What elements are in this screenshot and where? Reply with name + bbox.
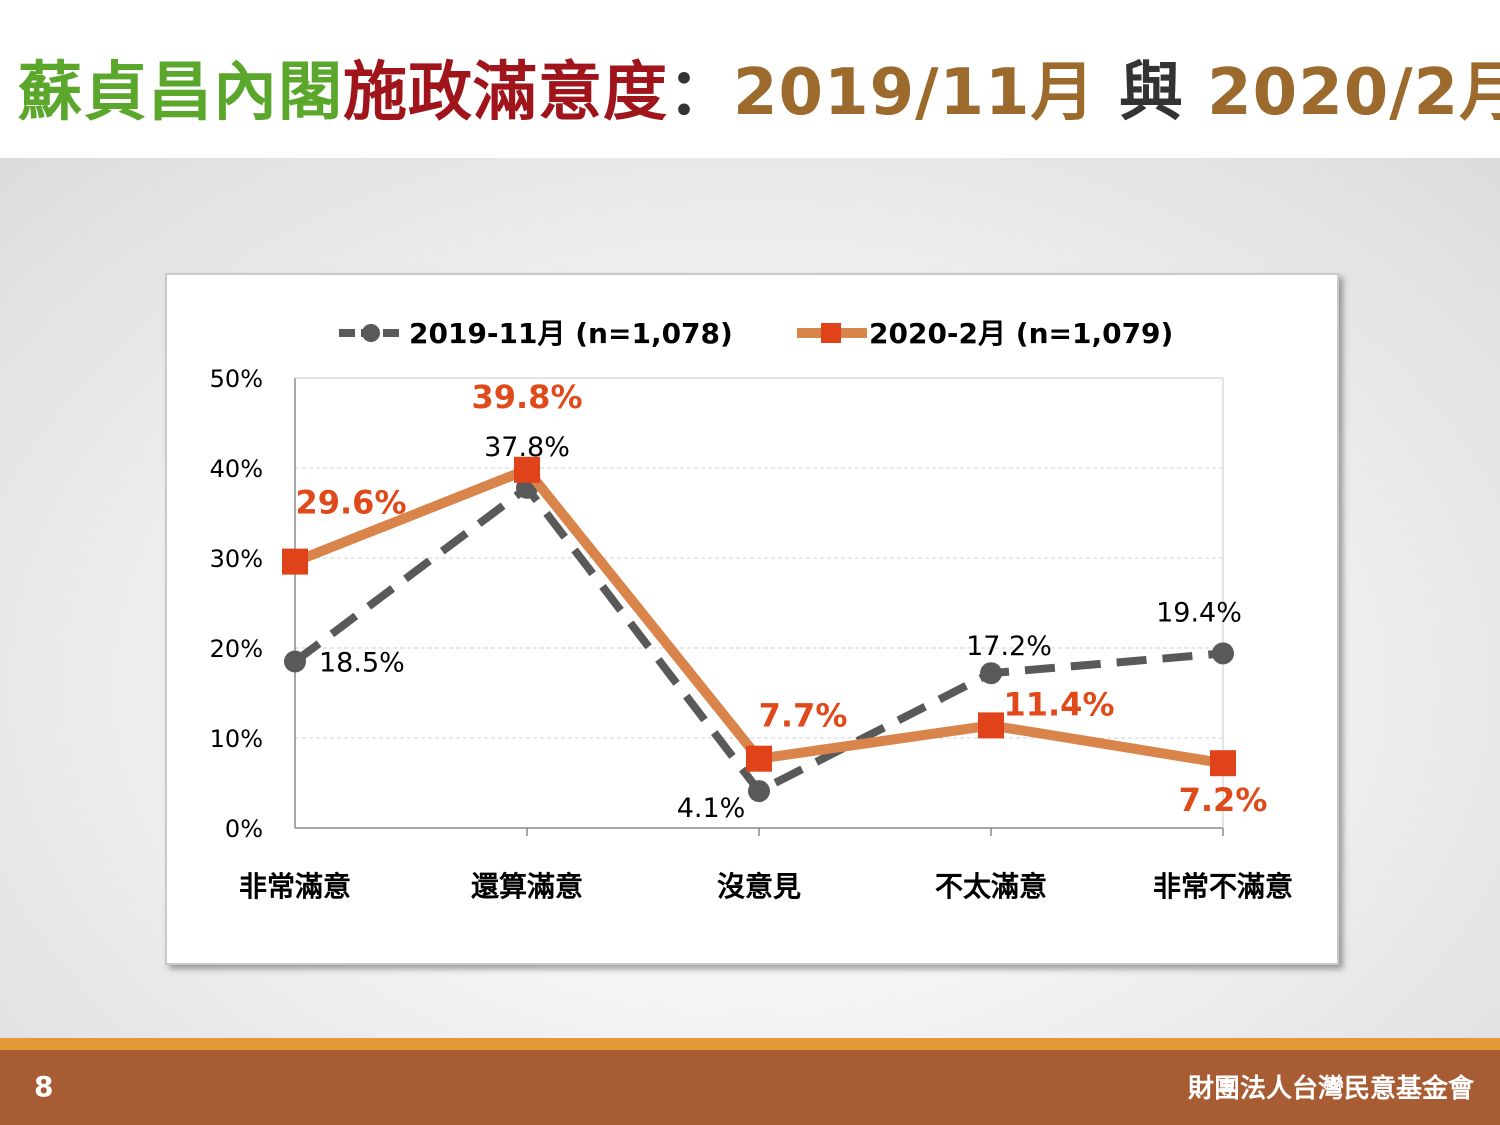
series-2019-point bbox=[748, 780, 770, 803]
title-satisfaction: 施政滿意度 bbox=[343, 56, 668, 130]
series-2019-line bbox=[292, 483, 1224, 796]
x-category-label: 還算滿意 bbox=[471, 870, 583, 903]
page-number: 8 bbox=[34, 1070, 54, 1103]
y-tick-label: 20% bbox=[210, 635, 263, 663]
title-date-2: 2020/2月 bbox=[1207, 56, 1500, 130]
series-2020-point bbox=[282, 548, 308, 575]
y-tick-label: 40% bbox=[210, 455, 263, 483]
title-and: 與 bbox=[1095, 56, 1208, 130]
series-2020-data-label: 7.2% bbox=[1179, 781, 1268, 819]
data-label-layer: 18.5% 37.8% 4.1% 17.2% 19.4% 29.6% 39.8% 7.7% 11… bbox=[295, 378, 1267, 824]
y-tick-label: 0% bbox=[225, 815, 263, 843]
line-chart: 0% 10% 20% 30% 40% 50% 非常滿意 還算滿意 沒意見 不太滿意 非常不滿意 20… bbox=[210, 317, 1293, 903]
series-2020-data-label: 7.7% bbox=[759, 697, 848, 735]
x-category-label: 沒意見 bbox=[717, 870, 801, 903]
series-2019-data-label: 4.1% bbox=[677, 793, 746, 824]
y-tick-label: 10% bbox=[210, 725, 263, 753]
series-layer bbox=[282, 456, 1236, 803]
y-tick-label: 30% bbox=[210, 545, 263, 573]
axis-layer: 0% 10% 20% 30% 40% 50% 非常滿意 還算滿意 沒意見 不太滿意 非常不滿意 bbox=[210, 365, 1293, 903]
series-2020-point bbox=[1210, 750, 1236, 777]
series-2020-data-label: 29.6% bbox=[295, 484, 406, 522]
title-date-1: 2019/11月 bbox=[733, 56, 1096, 130]
grid-layer bbox=[295, 377, 1223, 739]
series-2020-data-label: 39.8% bbox=[471, 378, 582, 416]
series-2019-data-label: 17.2% bbox=[966, 631, 1052, 662]
title-cabinet: 蘇貞昌內閣 bbox=[18, 56, 343, 130]
legend-2019-marker bbox=[362, 324, 380, 342]
series-2020-point bbox=[746, 745, 772, 772]
x-category-label: 非常滿意 bbox=[239, 870, 351, 903]
series-2020-data-label: 11.4% bbox=[1003, 685, 1114, 723]
legend-2019-label: 2019-11月 (n=1,078) bbox=[409, 317, 733, 350]
series-2019-data-label: 37.8% bbox=[484, 432, 570, 463]
slide-title: 蘇貞昌內閣施政滿意度：2019/11月 與 2020/2月 bbox=[18, 48, 1500, 138]
series-2020-point bbox=[978, 712, 1004, 739]
legend-2020-label: 2020-2月 (n=1,079) bbox=[869, 317, 1173, 350]
legend: 2019-11月 (n=1,078) 2020-2月 (n=1,079) bbox=[339, 317, 1173, 350]
series-2020-point bbox=[514, 456, 540, 483]
y-tick-label: 50% bbox=[210, 365, 263, 393]
footer-bar bbox=[0, 1050, 1500, 1125]
series-2019-point bbox=[980, 662, 1002, 685]
series-2019-point bbox=[284, 650, 306, 673]
footer-accent-line bbox=[0, 1038, 1500, 1050]
chart-container: 0% 10% 20% 30% 40% 50% 非常滿意 還算滿意 沒意見 不太滿意 非常不滿意 20… bbox=[165, 273, 1339, 965]
series-2019-data-label: 19.4% bbox=[1156, 597, 1242, 628]
x-category-label: 非常不滿意 bbox=[1153, 870, 1293, 903]
organization-name: 財團法人台灣民意基金會 bbox=[1187, 1074, 1474, 1104]
series-2019-point bbox=[1212, 642, 1234, 665]
x-category-label: 不太滿意 bbox=[935, 870, 1047, 903]
legend-2020-marker bbox=[821, 323, 841, 343]
title-colon: ： bbox=[668, 56, 733, 130]
series-2019-data-label: 18.5% bbox=[319, 648, 405, 679]
